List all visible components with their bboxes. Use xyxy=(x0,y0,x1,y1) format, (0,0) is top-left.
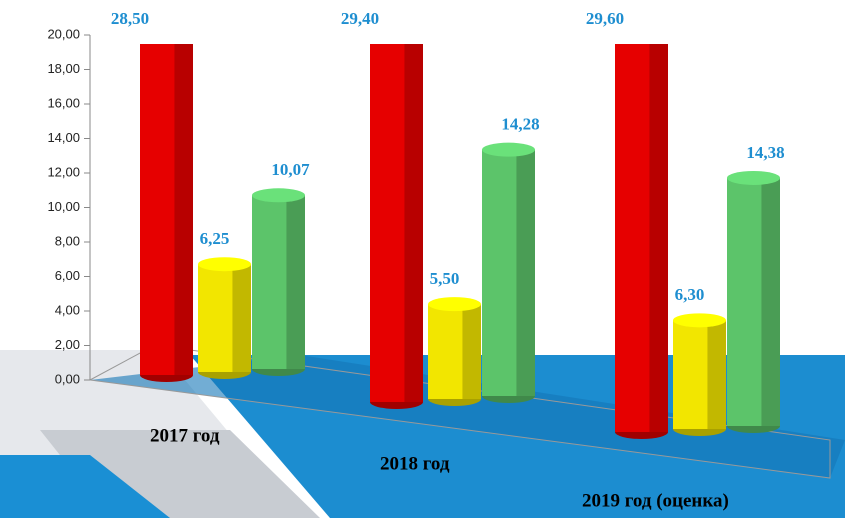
y-tick-label: 8,00 xyxy=(55,233,80,248)
bar-top xyxy=(482,142,535,157)
bar-shade xyxy=(707,320,726,429)
bar-top xyxy=(428,297,481,312)
bar-shade xyxy=(516,149,535,396)
y-tick-label: 0,00 xyxy=(55,371,80,386)
bar-shade xyxy=(761,177,780,426)
y-tick-label: 10,00 xyxy=(47,199,80,214)
x-tick-label: 2019 год (оценка) xyxy=(582,490,729,511)
value-label: 29,40 xyxy=(341,9,379,28)
bars xyxy=(140,44,780,439)
floor-shade xyxy=(90,355,845,478)
y-tick-label: 6,00 xyxy=(55,268,80,283)
bar-top xyxy=(252,188,305,203)
y-tick-label: 14,00 xyxy=(47,130,80,145)
value-label: 10,07 xyxy=(271,160,310,179)
bar-shade xyxy=(232,264,251,372)
value-label: 14,38 xyxy=(746,143,784,162)
value-label: 14,28 xyxy=(501,115,539,134)
bar-shade xyxy=(649,44,668,433)
y-tick-label: 2,00 xyxy=(55,337,80,352)
value-label: 28,50 xyxy=(111,9,149,28)
bar-top xyxy=(198,257,251,272)
value-label: 5,50 xyxy=(430,269,460,288)
value-label: 6,30 xyxy=(675,285,705,304)
y-tick-label: 4,00 xyxy=(55,302,80,317)
value-label: 6,25 xyxy=(200,229,230,248)
value-label: 29,60 xyxy=(586,9,624,28)
bar-shade xyxy=(462,304,481,399)
y-tick-label: 20,00 xyxy=(47,26,80,41)
bar-top xyxy=(727,170,780,185)
bar-shade xyxy=(286,195,305,369)
y-tick-label: 12,00 xyxy=(47,164,80,179)
bar-shade xyxy=(404,44,423,402)
y-tick-label: 18,00 xyxy=(47,61,80,76)
x-tick-label: 2018 год xyxy=(380,453,450,474)
bar-top xyxy=(673,313,726,328)
floor-outline xyxy=(88,344,831,479)
y-tick-label: 16,00 xyxy=(47,95,80,110)
x-tick-label: 2017 год xyxy=(150,425,220,446)
decor xyxy=(0,455,170,518)
bar-shade xyxy=(174,44,193,375)
